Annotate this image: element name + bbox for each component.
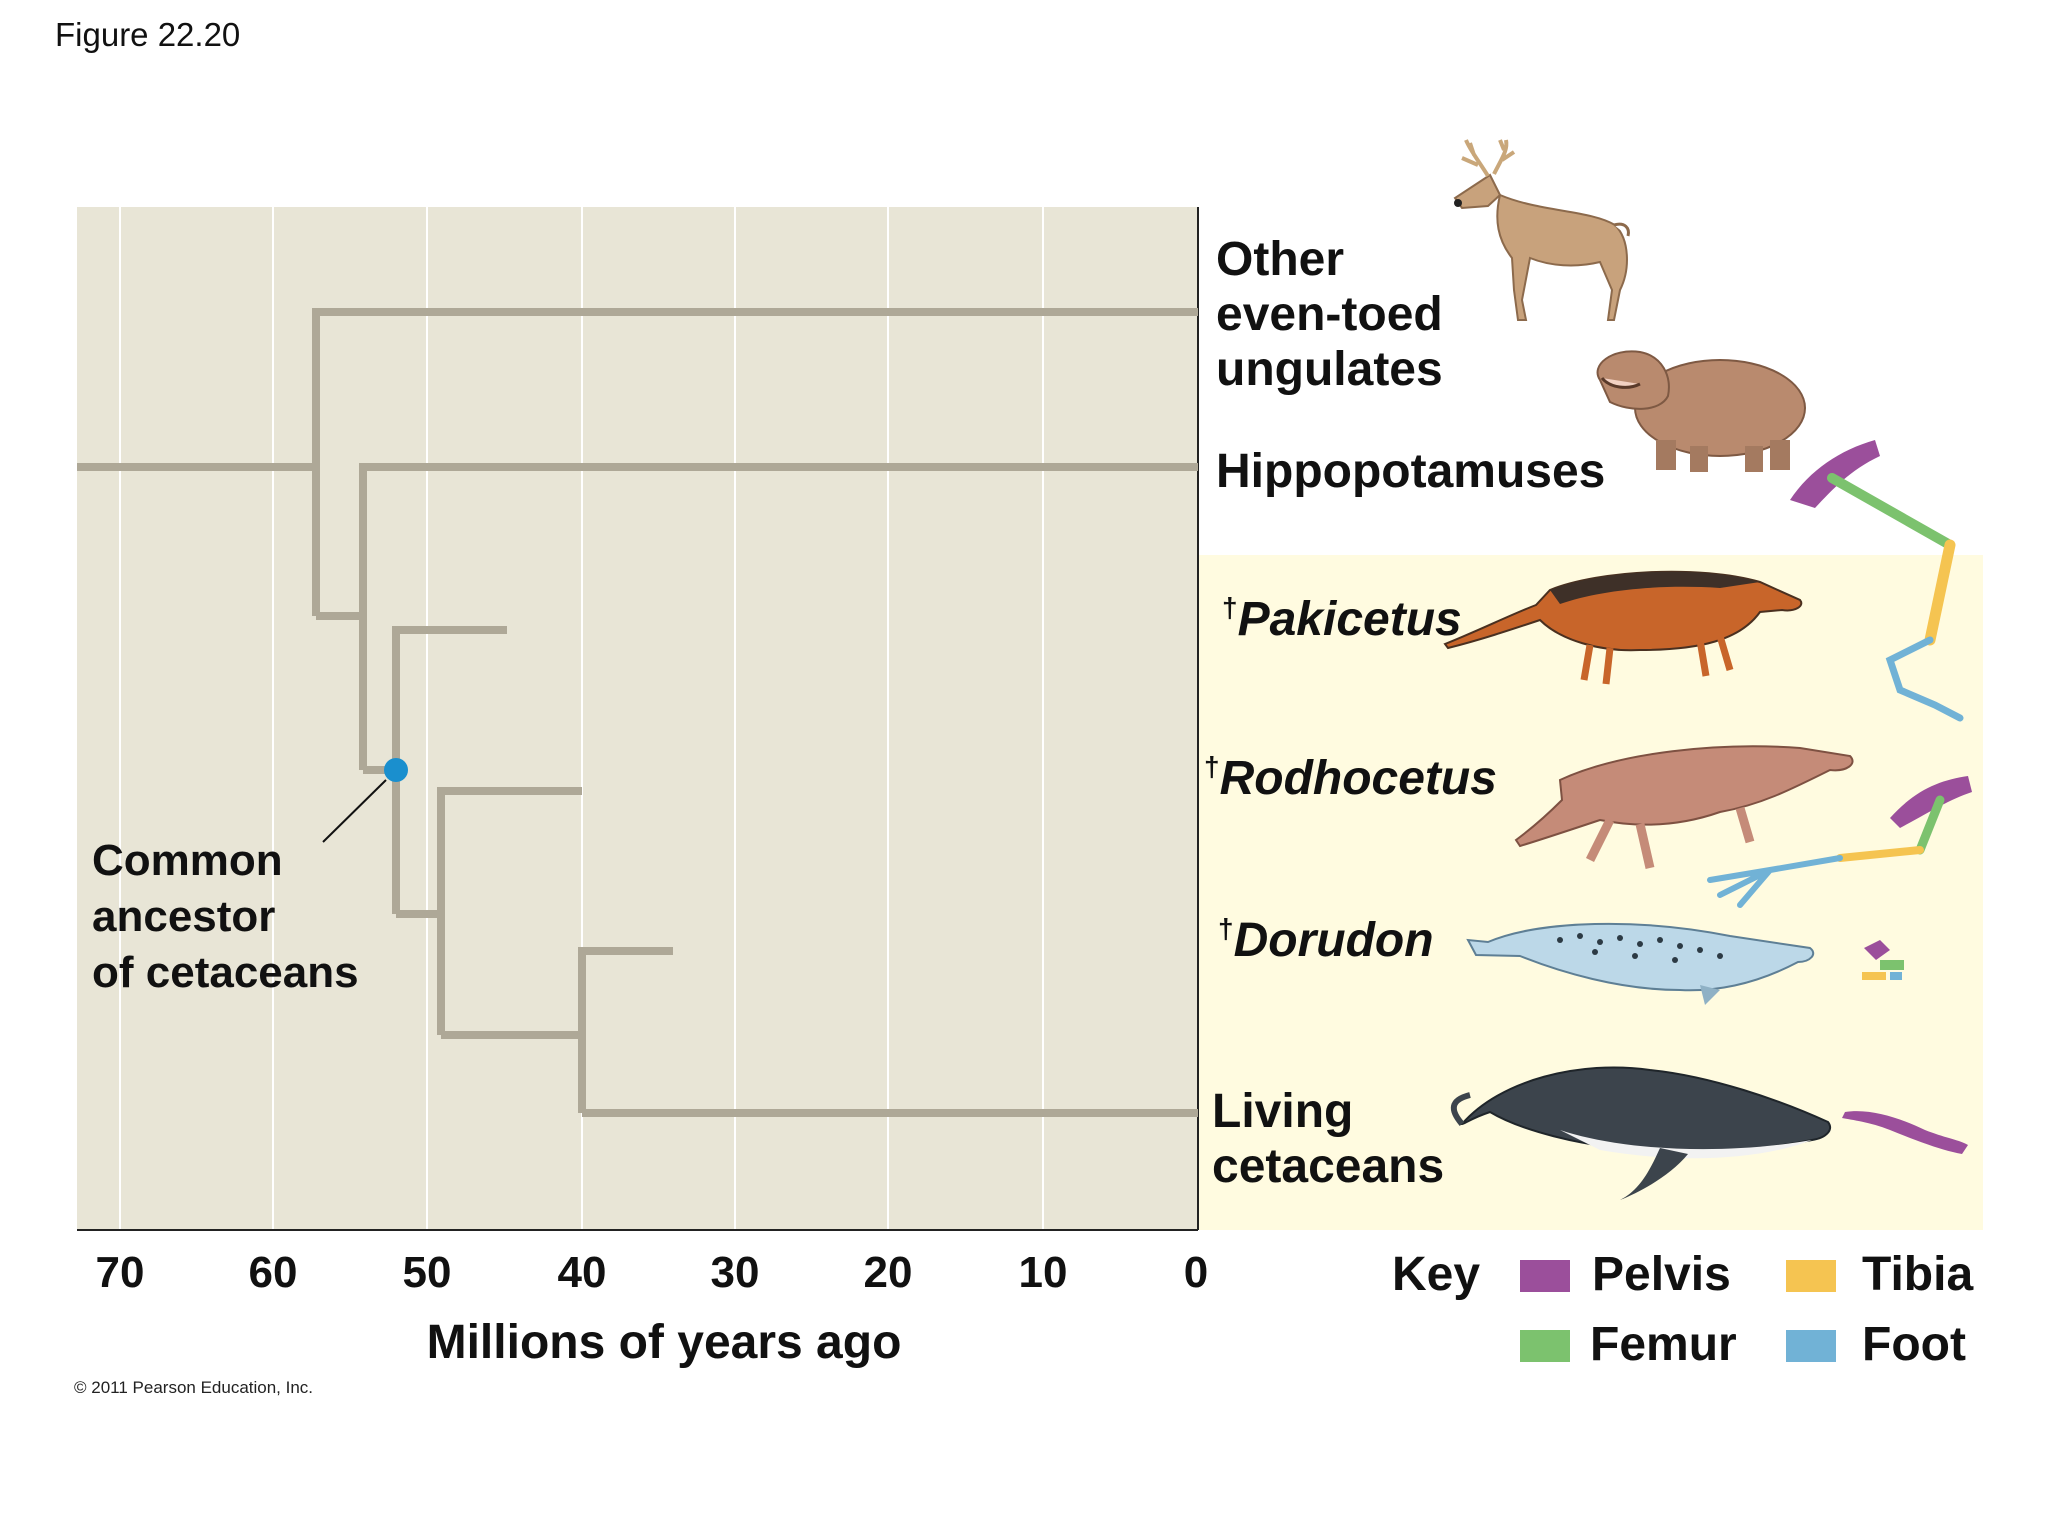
key-label-femur: Femur — [1590, 1318, 1737, 1371]
branch-rodhocetus — [437, 787, 582, 1035]
extinct-dagger: † — [1218, 913, 1234, 944]
taxon-label-line: even-toed — [1216, 288, 1443, 341]
taxon-label-line: ungulates — [1216, 343, 1443, 396]
rodhocetus-icon — [1514, 745, 1854, 869]
key-label-foot: Foot — [1862, 1318, 1966, 1371]
pakicetus-icon — [1443, 570, 1803, 685]
dorudon-hindlimb-icon — [1862, 940, 1904, 980]
taxon-label-line: Living — [1212, 1085, 1353, 1138]
x-axis-ticks: 70 60 50 40 30 20 10 0 — [96, 1248, 1209, 1297]
tick-label: 60 — [249, 1248, 298, 1297]
taxon-label-rodhocetus: †Rodhocetus — [1204, 751, 1497, 805]
taxon-label-ungulates: Other even-toed ungulates — [1216, 233, 1456, 396]
common-ancestor-node — [384, 758, 408, 782]
ancestor-label-line: of cetaceans — [92, 948, 359, 997]
x-axis-title: Millions of years ago — [427, 1316, 902, 1369]
humpback-whale-icon — [1450, 1066, 1831, 1200]
dorudon-icon — [1466, 922, 1815, 1005]
branch-hippos — [359, 463, 1198, 770]
pakicetus-hindlimb-icon — [1885, 539, 1964, 722]
deer-icon — [1453, 139, 1630, 321]
tick-label: 10 — [1019, 1248, 1068, 1297]
taxon-label-line: cetaceans — [1212, 1140, 1444, 1193]
taxon-label-pakicetus: †Pakicetus — [1222, 592, 1462, 646]
ancestor-label-line: Common — [92, 836, 283, 885]
taxon-name: Dorudon — [1234, 914, 1434, 967]
ancestor-pointer-line — [322, 779, 387, 843]
figure-label: Figure 22.20 — [55, 16, 241, 53]
key-label-pelvis: Pelvis — [1592, 1248, 1731, 1301]
tick-label: 40 — [558, 1248, 607, 1297]
key-swatch-tibia — [1786, 1260, 1836, 1292]
copyright-notice: © 2011 Pearson Education, Inc. — [74, 1378, 314, 1397]
tick-label: 20 — [864, 1248, 913, 1297]
taxon-label-living-cetaceans: Living cetaceans — [1212, 1085, 1444, 1193]
taxon-label-hippos: Hippopotamuses — [1216, 445, 1605, 498]
tick-label: 30 — [711, 1248, 760, 1297]
rodhocetus-hindlimb-icon — [1707, 776, 1972, 908]
taxon-name: Pakicetus — [1238, 593, 1462, 646]
key-label-tibia: Tibia — [1862, 1248, 1973, 1301]
key-swatch-pelvis — [1520, 1260, 1570, 1292]
phylogenetic-tree — [77, 308, 1198, 1117]
hippopotamus-icon — [1596, 350, 1806, 472]
tick-label: 50 — [403, 1248, 452, 1297]
extinct-dagger: † — [1204, 751, 1220, 782]
tick-label: 0 — [1184, 1248, 1208, 1297]
ancestor-label-line: ancestor — [92, 892, 275, 941]
ancestor-label: Common ancestor of cetaceans — [92, 836, 359, 997]
tick-label: 70 — [96, 1248, 145, 1297]
branch-pakicetus — [392, 626, 507, 914]
taxon-label-dorudon: †Dorudon — [1218, 913, 1434, 967]
taxon-name: Rodhocetus — [1220, 752, 1497, 805]
extinct-dagger: † — [1222, 592, 1238, 623]
key-title: Key — [1392, 1248, 1480, 1301]
key-swatch-femur — [1520, 1330, 1570, 1362]
branch-ungulates — [312, 308, 1198, 616]
whale-pelvis-icon — [1842, 1111, 1968, 1154]
plot-background — [77, 207, 1198, 1230]
key-swatch-foot — [1786, 1330, 1836, 1362]
hippo-hindlimb-icon — [1790, 440, 1955, 550]
taxon-label-line: Other — [1216, 233, 1344, 286]
branch-dorudon — [578, 947, 673, 1113]
